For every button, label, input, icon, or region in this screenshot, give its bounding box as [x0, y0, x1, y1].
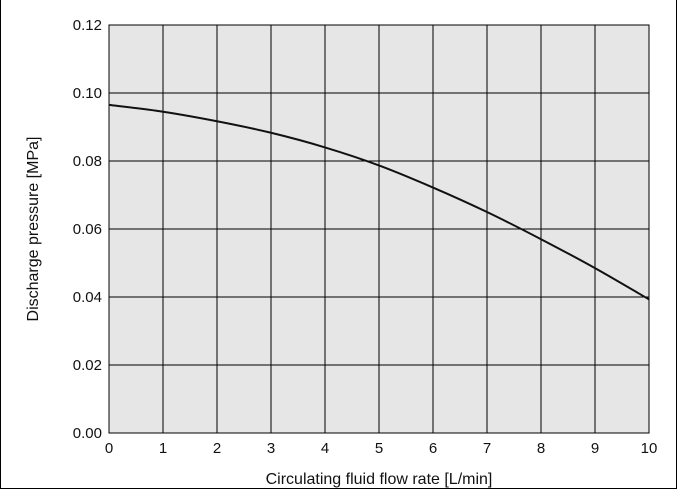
x-tick-label: 8: [537, 440, 545, 457]
y-tick-label: 0.02: [73, 357, 102, 374]
series-line: [108, 103, 650, 301]
y-tick-label: 0.08: [73, 153, 102, 170]
x-tick-label: 5: [375, 440, 383, 457]
y-axis-label: Discharge pressure [MPa]: [25, 137, 42, 322]
x-tick-label: 4: [321, 440, 329, 457]
x-tick-label: 0: [105, 440, 113, 457]
x-tick-label: 6: [429, 440, 437, 457]
y-tick-label: 0.00: [73, 425, 102, 442]
y-tick-label: 0.12: [73, 17, 102, 34]
x-tick-label: 7: [483, 440, 491, 457]
x-tick-labels: 0 1 2 3 4 5 6 7 8 9 10: [105, 440, 658, 457]
x-tick-label: 3: [267, 440, 275, 457]
grid: [108, 24, 650, 434]
y-tick-label: 0.06: [73, 221, 102, 238]
x-tick-label: 10: [641, 440, 658, 457]
y-tick-label: 0.10: [73, 85, 102, 102]
y-tick-label: 0.04: [73, 289, 102, 306]
x-tick-label: 2: [213, 440, 221, 457]
x-tick-label: 1: [159, 440, 167, 457]
x-axis-label: Circulating fluid flow rate [L/min]: [266, 471, 493, 488]
y-tick-labels: 0.00 0.02 0.04 0.06 0.08 0.10 0.12: [73, 17, 102, 442]
x-tick-label: 9: [591, 440, 599, 457]
